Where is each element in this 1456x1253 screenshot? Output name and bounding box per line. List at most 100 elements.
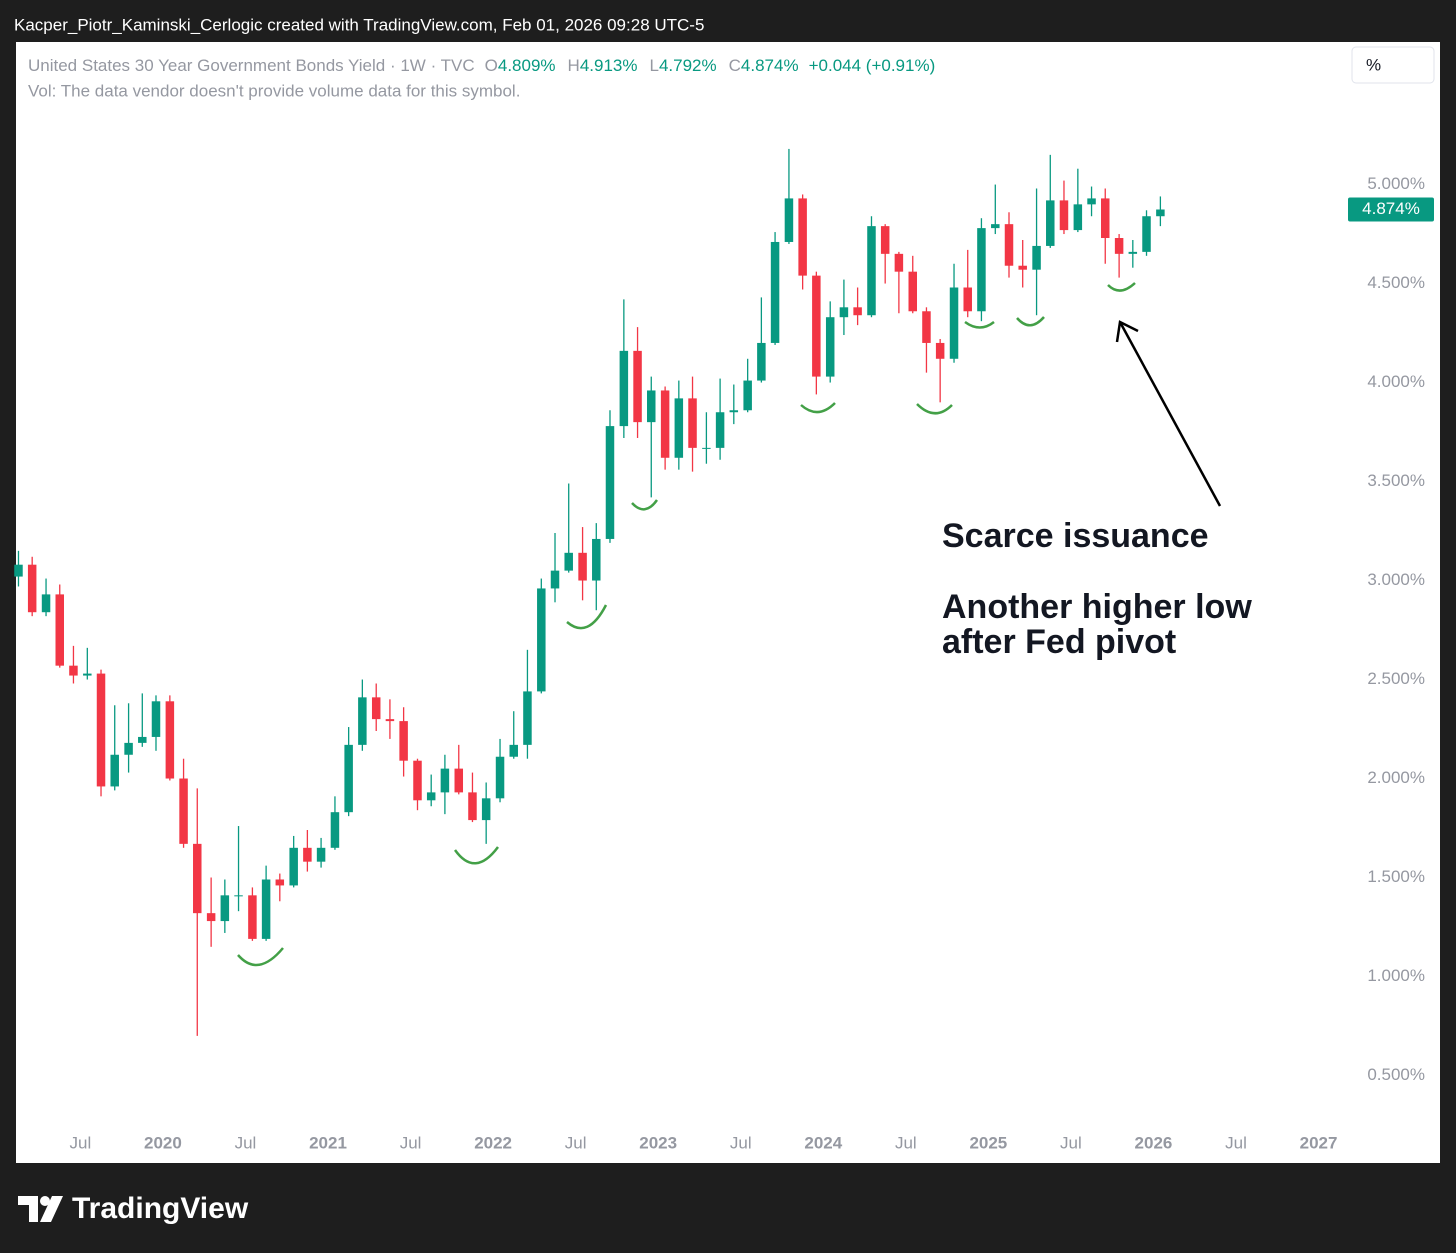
x-tick-label: Jul (565, 1133, 587, 1152)
candle-body (798, 198, 807, 276)
candle-body (289, 847, 298, 886)
candle-body (440, 768, 450, 793)
candle-body (248, 895, 257, 939)
low-arc (453, 846, 500, 865)
x-tick-label: Jul (730, 1133, 752, 1152)
candle-body (578, 552, 587, 581)
candle-body (385, 719, 395, 722)
low-arc (237, 947, 284, 967)
candle-body (770, 241, 780, 343)
scale-button[interactable] (1351, 46, 1435, 84)
candle-body (371, 697, 381, 720)
candle-body (1156, 209, 1165, 217)
low-arc (566, 604, 608, 630)
candle-body (1100, 198, 1110, 239)
candle-body (757, 342, 766, 381)
candle-body (908, 271, 918, 312)
candle-body (344, 744, 353, 813)
candle-body (1142, 216, 1151, 252)
ohlc-value: 4.913% (580, 56, 638, 75)
candle-body (894, 253, 904, 272)
y-tick-label: 1.000% (1367, 966, 1425, 985)
logo-part (40, 1196, 50, 1206)
candle-body (867, 226, 876, 316)
low-arc (1107, 282, 1136, 292)
candle-body (550, 570, 560, 589)
candle-body (674, 398, 684, 458)
candle-body (316, 847, 326, 862)
y-tick-label: 0.500% (1367, 1065, 1425, 1084)
candle-body (592, 538, 601, 581)
x-tick-label: 2027 (1300, 1133, 1338, 1152)
y-tick-label: 3.500% (1367, 471, 1425, 490)
candle-body (193, 843, 202, 914)
candle-body (1004, 224, 1014, 266)
candle-body (853, 307, 862, 316)
candle-body (537, 588, 546, 692)
y-tick-label: 5.000% (1367, 174, 1425, 193)
x-tick-label: 2024 (804, 1133, 842, 1152)
candle-body (1128, 251, 1138, 254)
candle-body (234, 895, 243, 897)
symbol-name: United States 30 Year Government Bonds Y… (28, 56, 475, 75)
candle-body (358, 697, 367, 745)
candle-body (14, 564, 23, 577)
volume-note: Vol: The data vendor doesn't provide vol… (28, 81, 520, 100)
candle-body (413, 760, 422, 801)
x-tick-label: Jul (1225, 1133, 1247, 1152)
candle-body (702, 447, 711, 449)
candle-body (179, 778, 188, 844)
candle-body (564, 552, 573, 571)
candle-body (206, 913, 216, 922)
low-markers (237, 282, 1136, 967)
arrow-head (1115, 320, 1139, 343)
x-tick-label: 2026 (1135, 1133, 1173, 1152)
candle-body (880, 226, 890, 254)
plot: 0.500% 1.000% 1.500% 2.000% 2.500% 3.000% 3.50… (14, 148, 1434, 1152)
candle-body (729, 410, 739, 413)
x-tick-label: Jul (1060, 1133, 1082, 1152)
brand-logo (18, 1196, 63, 1222)
y-tick-label: 4.500% (1367, 273, 1425, 292)
candle-body (1046, 200, 1055, 246)
x-tick-label: Jul (400, 1133, 422, 1152)
candle-body (977, 228, 986, 312)
candle-body (949, 287, 959, 359)
candle-body (220, 895, 230, 922)
ohlc-label: H (568, 56, 580, 75)
ohlc-value: 4.792% (659, 56, 717, 75)
x-tick-label: 2023 (639, 1133, 677, 1152)
annotation: after Fed pivot (942, 623, 1176, 661)
ohlc-value: 4.809% (498, 56, 556, 75)
y-tick-label: 2.000% (1367, 768, 1425, 787)
candle-body (922, 311, 931, 343)
candle-body (110, 754, 119, 787)
scale-button-label[interactable]: % (1366, 55, 1381, 74)
candle-body (124, 742, 133, 755)
candle-body (495, 756, 505, 799)
candle-body (743, 380, 752, 411)
y-tick-label: 2.500% (1367, 669, 1425, 688)
candle-body (41, 594, 51, 613)
y-tick-label: 3.000% (1367, 570, 1425, 589)
candle-body (55, 594, 64, 666)
last-price-label: 4.874% (1362, 199, 1420, 218)
logo-part (18, 1196, 38, 1222)
candle-body (935, 342, 945, 359)
y-tick-label: 4.000% (1367, 372, 1425, 391)
ohlc-label: C (729, 56, 741, 75)
ohlc-value: 4.874% (741, 56, 799, 75)
candle-body (688, 398, 697, 448)
candle-body (991, 224, 1000, 229)
candle-body (812, 275, 821, 377)
candle-body (647, 390, 656, 423)
candle-body (69, 665, 78, 676)
candle-body (399, 721, 408, 761)
x-tick-label: 2025 (969, 1133, 1007, 1152)
x-tick-label: 2021 (309, 1133, 347, 1152)
candle-body (454, 768, 464, 793)
last-price-tag (1348, 197, 1434, 222)
candle-body (83, 673, 92, 676)
